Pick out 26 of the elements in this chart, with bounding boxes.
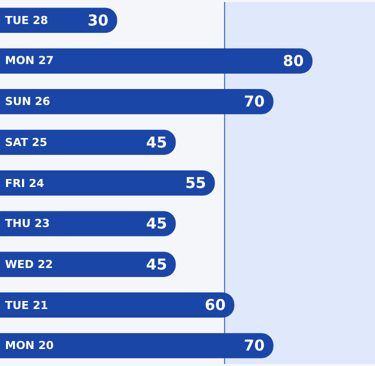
- data-label: 60: [204, 296, 226, 314]
- bar: [0, 89, 274, 114]
- bar: [0, 252, 176, 277]
- y-tick-label: TUE 21: [5, 299, 48, 312]
- y-tick-label: SAT 25: [5, 136, 48, 149]
- data-label: 70: [244, 336, 265, 355]
- bar: [0, 333, 274, 358]
- bar: [0, 130, 176, 155]
- y-tick-label: THU 23: [5, 217, 50, 230]
- data-label: 55: [185, 174, 206, 192]
- data-label: 45: [146, 214, 168, 233]
- bar: [0, 211, 176, 236]
- y-tick-label: MON 27: [5, 54, 54, 67]
- bar: [0, 292, 234, 318]
- bar: [0, 48, 312, 74]
- y-tick-label: MON 20: [5, 339, 54, 352]
- y-tick-label: FRI 24: [5, 177, 45, 190]
- data-label: 45: [146, 133, 168, 152]
- data-label: 45: [146, 255, 168, 274]
- data-label: 80: [282, 52, 304, 70]
- data-label: 30: [88, 11, 108, 30]
- bar: [0, 170, 215, 196]
- y-tick-label: TUE 28: [5, 14, 48, 27]
- y-tick-label: WED 22: [5, 258, 53, 271]
- y-tick-label: SUN 26: [5, 95, 51, 108]
- data-label: 70: [244, 92, 265, 111]
